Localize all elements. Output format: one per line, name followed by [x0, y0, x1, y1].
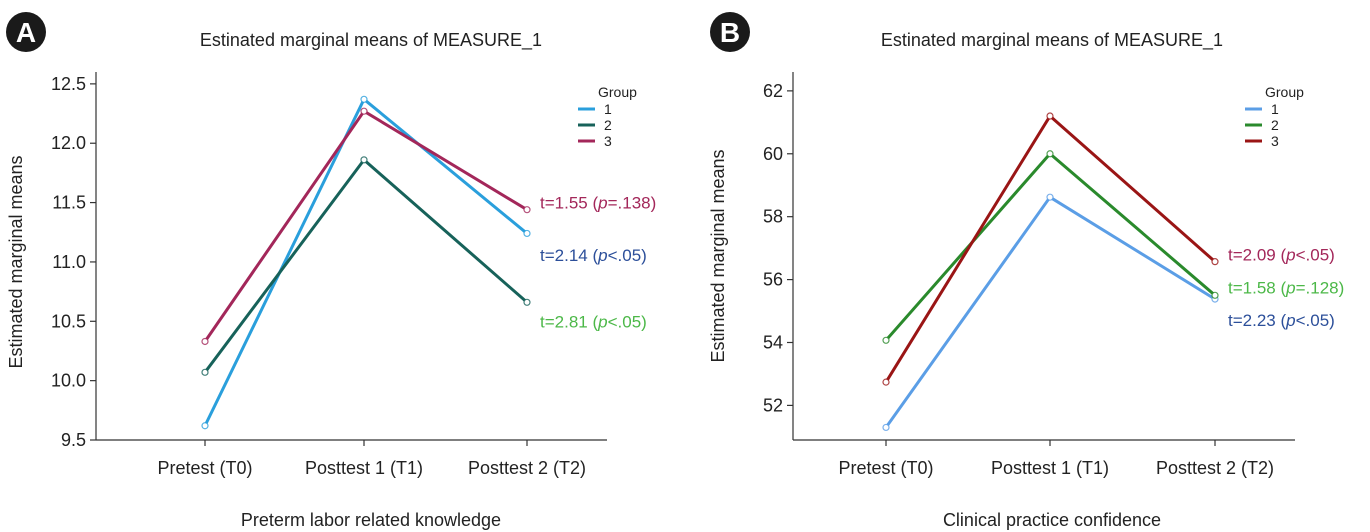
series-1-point [523, 229, 531, 238]
legend-label-2: 2 [604, 117, 612, 133]
series-2-point [201, 368, 209, 376]
panel-a-legend: 123 [578, 101, 612, 149]
panel-b-badge [710, 12, 750, 52]
panel-b: B Estinated marginal means of MEASURE_1 … [708, 12, 1344, 530]
panel-a-annotations: t=1.55 (p=.138) t=2.14 (p<.05) t=2.81 (p<.… [540, 194, 656, 332]
panel-a: A Estinated marginal means of MEASURE_1 … [6, 12, 656, 530]
series-2-point [360, 156, 368, 164]
panel-b-y-axis-label: Estimated marginal means [708, 149, 728, 362]
panel-b-title: Estinated marginal means of MEASURE_1 [881, 30, 1223, 51]
panel-a-badge [6, 12, 46, 52]
series-3-point [201, 337, 209, 346]
series-2-line [203, 158, 528, 374]
legend-label-1: 1 [604, 101, 612, 117]
series-1-line [884, 195, 1216, 429]
y-tick-label: 52 [763, 395, 783, 415]
panel-a-legend-title: Group [598, 84, 637, 100]
legend-label-3: 3 [604, 133, 612, 149]
x-tick-label: Posttest 2 (T2) [468, 458, 586, 478]
y-tick-label: 60 [763, 144, 783, 164]
y-tick-label: 9.5 [61, 430, 86, 450]
y-tick-label: 12.5 [51, 74, 86, 94]
annotation-t-test: t=2.09 (p<.05) [1228, 245, 1335, 264]
legend-label-2: 2 [1271, 117, 1279, 133]
y-tick-label: 12.0 [51, 133, 86, 153]
panel-b-legend: 123 [1245, 101, 1279, 149]
legend-label-1: 1 [1271, 101, 1279, 117]
y-tick-label: 10.5 [51, 311, 86, 331]
y-tick-label: 11.5 [52, 193, 86, 213]
panel-a-x-ticks: Pretest (T0) Posttest 1 (T1) Posttest 2 (T… [157, 440, 586, 478]
panel-a-y-axis-label: Estimated marginal means [6, 155, 26, 368]
series-1-line [203, 97, 528, 427]
annotation-t-test: t=1.58 (p=.128) [1228, 278, 1344, 297]
series-3-point [882, 378, 890, 386]
legend-label-3: 3 [1271, 133, 1279, 149]
panel-b-annotations: t=2.09 (p<.05) t=1.58 (p=.128) t=2.23 (p<.… [1228, 245, 1344, 329]
panel-a-title: Estinated marginal means of MEASURE_1 [200, 30, 542, 51]
series-2-point [1211, 291, 1219, 299]
x-tick-label: Posttest 1 (T1) [991, 458, 1109, 478]
panel-a-series [201, 95, 531, 430]
x-tick-label: Posttest 1 (T1) [305, 458, 423, 478]
series-1-point [360, 95, 368, 103]
annotation-t-test: t=2.81 (p<.05) [540, 312, 647, 331]
annotation-t-test: t=2.14 (p<.05) [540, 246, 647, 265]
x-tick-label: Pretest (T0) [157, 458, 252, 478]
x-tick-label: Pretest (T0) [838, 458, 933, 478]
panel-a-badge-letter: A [16, 17, 36, 48]
panel-a-y-ticks: 9.5 10.0 10.5 11.0 11.5 12.0 12.5 [51, 74, 96, 450]
series-2-line [884, 152, 1216, 342]
series-2-point [1046, 150, 1054, 158]
series-1-point [1046, 193, 1054, 201]
series-3-point [360, 107, 368, 115]
y-tick-label: 62 [763, 81, 783, 101]
series-2-point [882, 336, 890, 344]
y-tick-label: 56 [763, 270, 783, 290]
annotation-t-test: t=2.23 (p<.05) [1228, 311, 1335, 330]
y-tick-label: 58 [763, 207, 783, 227]
panel-b-x-axis-label: Clinical practice confidence [943, 510, 1161, 530]
panel-b-badge-letter: B [720, 17, 740, 48]
panel-b-x-ticks: Pretest (T0) Posttest 1 (T1) Posttest 2 (T… [838, 440, 1274, 478]
series-3-point [523, 206, 531, 214]
y-tick-label: 11.0 [52, 252, 86, 272]
y-tick-label: 10.0 [51, 371, 86, 391]
series-2-point [523, 298, 531, 306]
series-1-point [882, 423, 890, 432]
annotation-t-test: t=1.55 (p=.138) [540, 194, 656, 213]
panel-b-legend-title: Group [1265, 84, 1304, 100]
series-3-point [1211, 258, 1219, 266]
panel-b-y-ticks: 52 54 56 58 60 62 [763, 81, 793, 415]
x-tick-label: Posttest 2 (T2) [1156, 458, 1274, 478]
panel-b-series [882, 112, 1219, 432]
series-1-point [201, 422, 209, 430]
panel-a-x-axis-label: Preterm labor related knowledge [241, 510, 501, 530]
series-3-point [1046, 112, 1054, 120]
y-tick-label: 54 [763, 332, 783, 352]
